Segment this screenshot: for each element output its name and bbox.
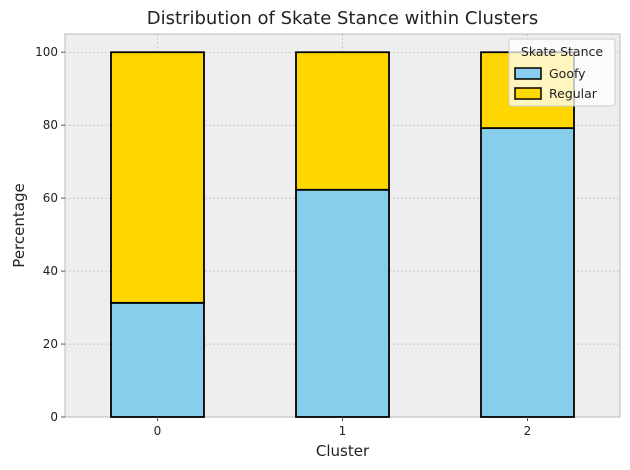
legend-label-regular: Regular	[549, 86, 598, 101]
bar-goofy-1	[295, 188, 390, 418]
x-axis-label: Cluster	[316, 442, 370, 460]
chart-title: Distribution of Skate Stance within Clus…	[147, 8, 538, 29]
x-axis-ticks: 0 1 2	[154, 417, 532, 438]
legend-label-goofy: Goofy	[549, 66, 586, 81]
y-axis-ticks: 0 20 40 60 80 100	[35, 45, 65, 424]
bar-regular-1	[295, 51, 390, 191]
bars	[110, 51, 575, 418]
legend-swatch-regular	[514, 87, 542, 100]
bar-goofy-0	[110, 301, 205, 418]
y-axis-label: Percentage	[10, 183, 28, 267]
legend-title: Skate Stance	[521, 44, 603, 59]
bar-regular-0	[110, 51, 205, 304]
x-tick-label: 1	[339, 424, 347, 438]
x-tick-label: 2	[524, 424, 532, 438]
y-tick-label: 60	[43, 191, 58, 205]
x-tick-label: 0	[154, 424, 162, 438]
y-tick-label: 100	[35, 45, 58, 59]
legend-swatch-goofy	[514, 67, 542, 80]
bar-goofy-2	[480, 127, 575, 418]
y-tick-label: 80	[43, 118, 58, 132]
y-tick-label: 40	[43, 264, 58, 278]
y-tick-label: 0	[50, 410, 58, 424]
y-tick-label: 20	[43, 337, 58, 351]
legend: Skate Stance Goofy Regular	[508, 38, 616, 107]
